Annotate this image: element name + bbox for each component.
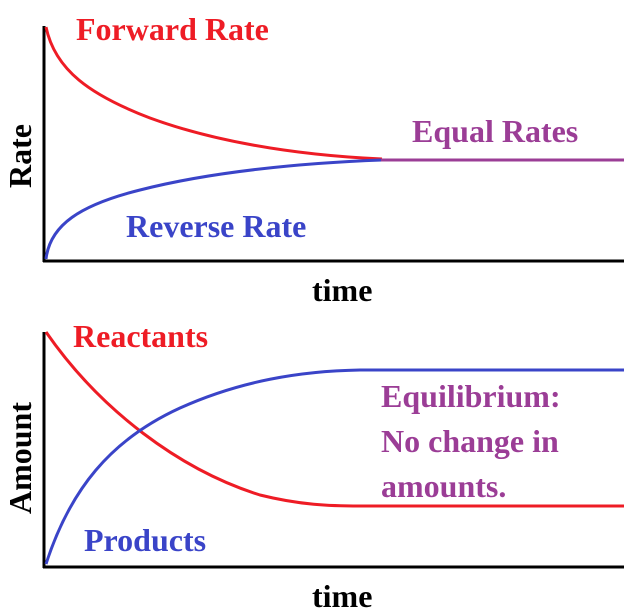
equilibrium-label-line2: No change in <box>381 423 559 459</box>
products-label: Products <box>84 522 207 558</box>
reactants-label: Reactants <box>73 318 209 354</box>
reactants-curve <box>44 331 624 508</box>
bottom-graph-axes <box>42 332 624 569</box>
bottom-y-axis-label: Amount <box>2 401 38 514</box>
forward-rate-curve <box>44 26 383 161</box>
top-x-axis-label: time <box>312 272 373 308</box>
equilibrium-label-line1: Equilibrium: <box>381 378 561 414</box>
equal-rates-label: Equal Rates <box>412 113 579 149</box>
bottom-x-axis-label: time <box>312 578 373 614</box>
reverse-rate-curve <box>44 158 383 260</box>
equilibrium-label-line3: amounts. <box>381 468 507 504</box>
forward-rate-label: Forward Rate <box>76 11 269 47</box>
top-y-axis-label: Rate <box>2 124 38 188</box>
products-curve <box>44 368 624 565</box>
top-graph-axes <box>42 26 624 263</box>
reverse-rate-label: Reverse Rate <box>126 208 307 244</box>
